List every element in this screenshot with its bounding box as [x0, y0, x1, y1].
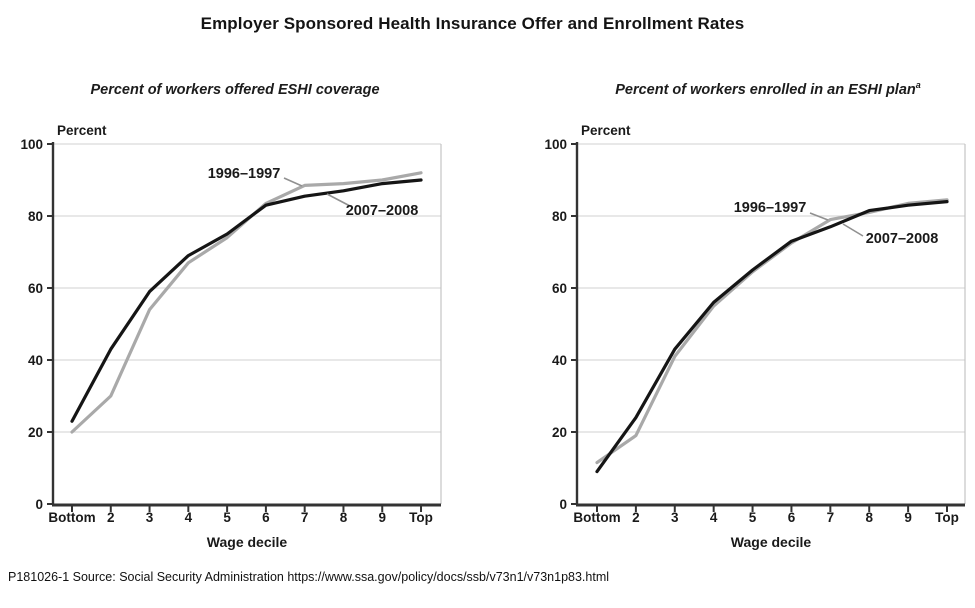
series-label-1: 2007–2008 — [346, 203, 419, 219]
offered-coverage-chart: 0 20 40 60 80 100 Bottom 2 3 4 5 6 7 8 9 Top Percent Wage… — [20, 123, 442, 550]
x-tick-label-5: 5 — [223, 510, 231, 525]
series-label-1: 2007–2008 — [866, 231, 939, 247]
callout-line-1 — [842, 223, 864, 237]
y-tick-label-60: 60 — [28, 281, 43, 296]
x-tick-label-Top: Top — [935, 510, 959, 525]
y-tick-label-80: 80 — [552, 209, 567, 224]
callout-line-1 — [326, 193, 351, 207]
x-tick-label-Top: Top — [409, 510, 433, 525]
x-tick-label-4: 4 — [710, 510, 718, 525]
x-tick-label-7: 7 — [301, 510, 309, 525]
x-tick-label-3: 3 — [671, 510, 679, 525]
x-tick-label-3: 3 — [146, 510, 154, 525]
x-tick-label-4: 4 — [185, 510, 193, 525]
y-tick-label-100: 100 — [544, 137, 567, 152]
page-title: Employer Sponsored Health Insurance Offe… — [200, 14, 745, 33]
x-tick-label-7: 7 — [827, 510, 835, 525]
left-chart-title: Percent of workers offered ESHI coverage — [0, 80, 470, 98]
y-tick-label-40: 40 — [28, 353, 43, 368]
y-tick-label-60: 60 — [552, 281, 567, 296]
right-chart-title-text: Percent of workers enrolled in an ESHI p… — [615, 81, 916, 98]
x-tick-label-5: 5 — [749, 510, 757, 525]
callout-line-0 — [283, 177, 303, 187]
source-note: P181026-1 Source: Social Security Admini… — [8, 570, 610, 584]
x-tick-label-2: 2 — [632, 510, 640, 525]
y-tick-label-0: 0 — [559, 497, 567, 512]
series-label-0: 1996–1997 — [208, 166, 281, 182]
series-line-2007-2008 — [595, 200, 949, 474]
x-tick-label-8: 8 — [865, 510, 873, 525]
x-tick-label-8: 8 — [340, 510, 348, 525]
y-tick-label-20: 20 — [552, 425, 567, 440]
x-tick-label-9: 9 — [378, 510, 386, 525]
x-tick-label-6: 6 — [262, 510, 270, 525]
series-label-0: 1996–1997 — [734, 200, 807, 216]
right-chart-title: Percent of workers enrolled in an ESHI p… — [553, 80, 975, 98]
x-tick-label-Bottom: Bottom — [48, 510, 95, 525]
x-tick-label-9: 9 — [904, 510, 912, 525]
x-tick-label-2: 2 — [107, 510, 115, 525]
right-chart-title-superscript: a — [915, 80, 921, 90]
y-axis-title: Percent — [57, 123, 107, 138]
y-tick-label-40: 40 — [552, 353, 567, 368]
y-tick-label-0: 0 — [35, 497, 43, 512]
x-axis-title: Wage decile — [207, 534, 288, 550]
callout-line-0 — [809, 212, 829, 221]
y-tick-label-80: 80 — [28, 209, 43, 224]
y-tick-label-100: 100 — [20, 137, 43, 152]
y-tick-label-20: 20 — [28, 425, 43, 440]
y-axis-title: Percent — [581, 123, 631, 138]
x-axis-title: Wage decile — [731, 534, 812, 550]
series-line-2007-2008 — [70, 178, 423, 423]
x-tick-label-6: 6 — [788, 510, 796, 525]
enrolled-plan-chart: 0 20 40 60 80 100 Bottom 2 3 4 5 6 7 8 9 Top Percent Wage… — [544, 123, 966, 550]
left-chart-title-text: Percent of workers offered ESHI coverage — [90, 81, 380, 98]
x-tick-label-Bottom: Bottom — [573, 510, 620, 525]
